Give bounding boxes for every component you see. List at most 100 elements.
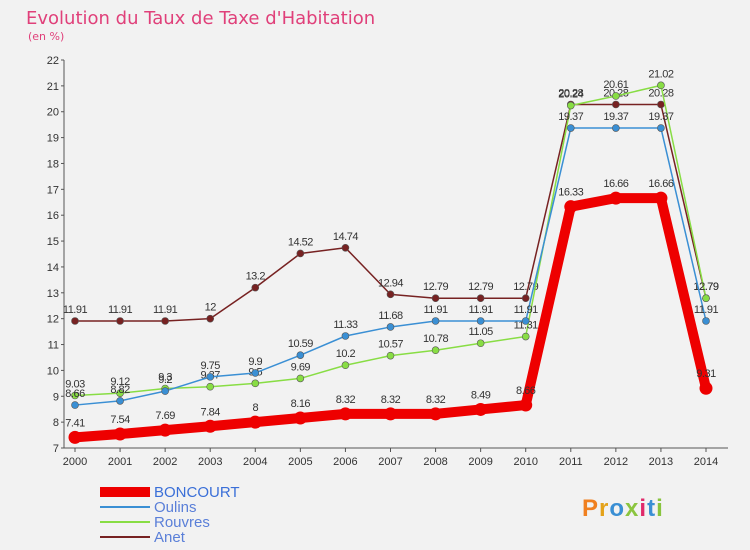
data-label: 9.75 [201, 360, 221, 372]
legend-label: Anet [154, 529, 186, 546]
data-point [116, 389, 124, 397]
data-point [113, 427, 127, 441]
legend-label: Oulins [154, 499, 197, 516]
data-point [384, 407, 397, 421]
data-label: 9.03 [65, 378, 85, 390]
x-tick-label: 2009 [468, 456, 492, 468]
data-label: 9.69 [291, 361, 311, 373]
y-tick-label: 8 [53, 417, 59, 429]
data-label: 9.2 [158, 374, 172, 386]
y-tick-label: 10 [47, 365, 59, 377]
data-point [206, 373, 215, 381]
data-label: 12.79 [423, 281, 448, 293]
data-point [612, 100, 620, 109]
data-label: 12.94 [378, 277, 403, 289]
x-tick-label: 2013 [649, 456, 673, 468]
data-point [476, 339, 485, 348]
data-point [521, 332, 530, 341]
data-point [564, 200, 578, 214]
data-label: 10.57 [378, 339, 403, 351]
x-tick-label: 2007 [378, 456, 402, 468]
x-tick-label: 2011 [559, 456, 583, 468]
data-point [566, 124, 575, 132]
data-label: 11.91 [63, 304, 88, 316]
data-label: 11.91 [153, 304, 178, 316]
data-point [161, 387, 169, 395]
y-tick-label: 19 [47, 133, 59, 145]
x-tick-label: 2006 [333, 456, 357, 468]
data-label: 10.78 [423, 333, 448, 345]
data-point [296, 249, 305, 258]
data-point [338, 407, 352, 421]
data-point [566, 101, 575, 110]
series-boncourt: 7.41 7.54 7.69 7.84 8 8.16 8.32 8.32 8.32 8.49 8.6… [65, 178, 717, 444]
y-tick-label: 7 [53, 443, 59, 455]
data-point [474, 402, 488, 416]
data-point [341, 361, 350, 370]
y-tick-label: 22 [47, 55, 59, 67]
data-label: 19.37 [558, 111, 583, 123]
data-point [657, 124, 665, 132]
data-label: 11.91 [514, 304, 539, 316]
data-point [519, 398, 533, 412]
data-label: 7.84 [201, 406, 221, 418]
data-label: 10.59 [288, 338, 313, 350]
x-tick-label: 2012 [604, 456, 628, 468]
data-point [116, 397, 124, 405]
data-point [429, 407, 443, 421]
data-label: 8.82 [110, 384, 130, 396]
axes: 7 8 9 10 11 12 13 14 15 16 17 18 19 20 21 22 2000 2001 200… [47, 55, 728, 468]
data-point [341, 332, 350, 340]
data-point [71, 317, 79, 325]
legend-label: BONCOURT [154, 484, 240, 501]
data-label: 20.61 [603, 79, 628, 91]
data-label: 8 [252, 402, 258, 414]
data-label: 11.91 [469, 304, 494, 316]
y-tick-label: 14 [47, 262, 59, 274]
series-rouvres: 9.039.129.39.379.59.6910.210.5710.7811.0… [65, 68, 719, 400]
x-tick-label: 2000 [63, 456, 87, 468]
data-point [158, 423, 172, 437]
data-point [386, 290, 395, 299]
data-label: 8.49 [471, 389, 491, 401]
data-point [521, 294, 530, 303]
data-label: 13.2 [246, 271, 266, 283]
data-label: 11.68 [378, 310, 403, 322]
data-point [654, 191, 668, 205]
data-label: 11.05 [469, 326, 494, 338]
data-point [341, 243, 350, 252]
y-tick-label: 21 [47, 81, 59, 93]
data-point [657, 81, 665, 90]
data-point [521, 317, 530, 325]
data-label: 11.91 [423, 304, 448, 316]
data-label: 8.66 [516, 385, 536, 397]
data-point [251, 369, 260, 377]
data-point [71, 401, 79, 409]
data-label: 7.41 [65, 417, 85, 429]
data-label: 12.79 [693, 281, 718, 293]
chart-title: Evolution du Taux de Taxe d'Habitation [26, 8, 375, 29]
proxiti-logo: Proxiti [582, 495, 663, 522]
data-point [612, 124, 620, 132]
data-point [386, 351, 395, 360]
y-tick-label: 12 [47, 314, 59, 326]
data-label: 11.33 [333, 319, 358, 331]
data-point [71, 391, 79, 400]
chart-subtitle: (en %) [28, 30, 64, 43]
data-label: 9.9 [248, 356, 262, 368]
y-tick-label: 17 [47, 184, 59, 196]
data-label: 10.2 [336, 348, 356, 360]
series-oulins: 8.66 8.82 9.2 9.75 9.9 10.59 11.33 11.68 11.91 11… [65, 111, 719, 409]
data-label: 12 [205, 302, 217, 314]
data-point [251, 379, 260, 388]
data-label: 20.28 [648, 87, 673, 99]
x-tick-label: 2002 [153, 456, 177, 468]
data-point [476, 294, 485, 303]
data-point [702, 317, 710, 325]
y-tick-label: 11 [48, 340, 59, 352]
data-point [248, 415, 262, 429]
legend-label: Rouvres [154, 514, 210, 531]
